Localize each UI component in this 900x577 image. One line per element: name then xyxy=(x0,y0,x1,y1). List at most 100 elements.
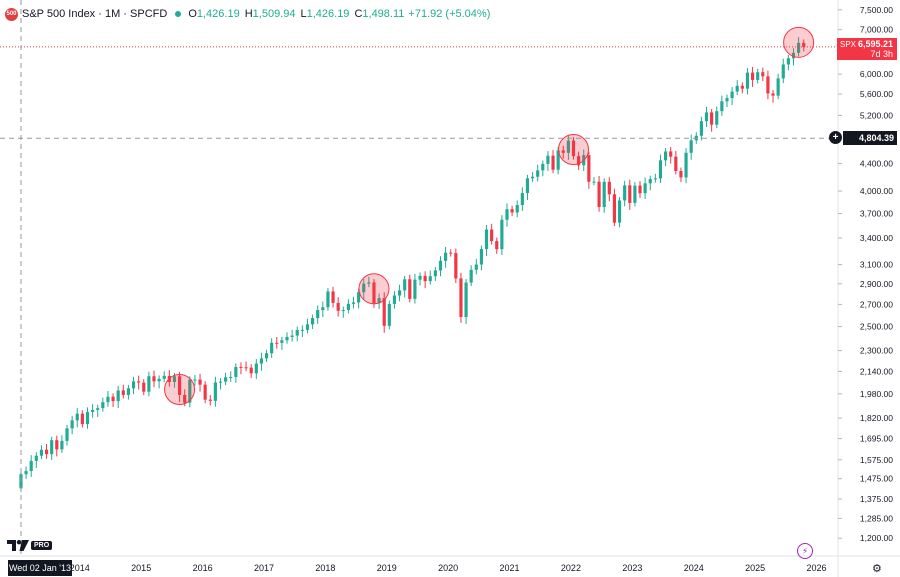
candle-body xyxy=(454,253,458,279)
y-tick-label: 4,400.00 xyxy=(860,159,893,169)
candle-body xyxy=(280,340,284,343)
candle-body xyxy=(75,413,79,421)
candle-body xyxy=(162,375,166,379)
candle-body xyxy=(438,260,443,271)
y-tick-label: 5,600.00 xyxy=(860,89,893,99)
candle-body xyxy=(771,93,775,96)
tradingview-logo-icon[interactable]: PRO xyxy=(7,539,53,551)
candle-body xyxy=(152,376,156,382)
highlight-circle xyxy=(558,134,590,166)
y-tick-label: 5,200.00 xyxy=(860,110,893,120)
candle-body xyxy=(633,185,637,203)
x-tick-label: 2021 xyxy=(500,563,520,573)
lightning-icon[interactable]: ⚡ xyxy=(797,543,813,559)
candle-body xyxy=(745,72,750,89)
candle-body xyxy=(750,72,755,80)
candle-body xyxy=(536,170,540,177)
candle-body xyxy=(725,98,729,102)
candle-body xyxy=(423,275,427,282)
highlight-circle xyxy=(358,273,390,305)
y-tick-label: 3,100.00 xyxy=(860,260,893,270)
candle-body xyxy=(106,396,110,403)
candle-body xyxy=(213,382,217,401)
candle-body xyxy=(715,111,719,125)
symbol-header[interactable]: 500 S&P 500 Index · 1M · SPCFD O 1,426.1… xyxy=(5,6,494,22)
candle-body xyxy=(551,155,555,170)
symbol-title[interactable]: S&P 500 Index · 1M · SPCFD xyxy=(22,8,168,20)
candle-body xyxy=(80,413,84,425)
price-tag-value: 6,595.21 xyxy=(857,39,893,49)
x-tick-label: 2024 xyxy=(684,563,704,573)
time-axis[interactable]: 2014 2015 2016 2017 2018 2019 2020 2021 2022 2023… xyxy=(70,563,827,573)
crosshair xyxy=(0,0,838,556)
candle-body xyxy=(91,409,95,412)
candle-body xyxy=(234,366,238,378)
y-tick-label: 7,500.00 xyxy=(860,5,893,15)
crosshair-date-label: Wed 02 Jan '13 xyxy=(8,560,72,576)
candle-body xyxy=(592,181,596,183)
candle-body xyxy=(229,377,233,379)
candle-body xyxy=(218,381,223,383)
gear-icon[interactable]: ⚙ xyxy=(872,563,882,575)
candle-body xyxy=(623,185,627,201)
candle-body xyxy=(285,336,289,341)
candle-body xyxy=(699,121,703,136)
candle-body xyxy=(239,366,243,368)
candle-body xyxy=(172,376,177,382)
candle-body xyxy=(756,72,760,80)
y-tick-label: 1,695.00 xyxy=(860,434,893,444)
candle-body xyxy=(776,78,780,96)
candle-body xyxy=(689,140,693,153)
candle-body xyxy=(541,163,545,171)
candle-body xyxy=(679,171,683,178)
candle-body xyxy=(617,200,622,223)
candle-body xyxy=(137,381,141,383)
candle-body xyxy=(510,209,514,213)
candle-body xyxy=(387,303,391,326)
candle-body xyxy=(357,292,361,303)
price-axis[interactable]: 7,500.00 7,000.00 6,000.00 5,600.00 5,200.00… xyxy=(838,5,893,543)
candle-body xyxy=(643,183,647,194)
candles xyxy=(19,37,806,492)
candle-body xyxy=(428,276,432,282)
candle-body xyxy=(34,455,38,461)
highlight-circle xyxy=(783,26,815,58)
candle-body xyxy=(198,379,202,385)
candle-body xyxy=(674,156,678,172)
candle-body xyxy=(459,278,463,317)
candle-body xyxy=(397,290,402,296)
candle-body xyxy=(311,318,315,325)
price-tag-symbol: SPX xyxy=(840,40,857,49)
y-tick-label: 7,000.00 xyxy=(860,25,893,35)
candle-body xyxy=(29,460,33,472)
x-tick-label: 2018 xyxy=(315,563,335,573)
candle-body xyxy=(362,283,366,293)
candle-body xyxy=(413,279,417,299)
add-alert-plus-icon[interactable]: + xyxy=(829,131,842,144)
candle-body xyxy=(326,291,330,308)
candle-body xyxy=(183,394,187,403)
candle-body xyxy=(331,291,335,303)
candle-body xyxy=(295,330,299,336)
candle-body xyxy=(305,324,310,330)
candle-body xyxy=(147,376,151,392)
candle-body xyxy=(628,185,632,203)
highlight-circle xyxy=(164,373,196,405)
candle-body xyxy=(561,150,565,153)
spx-logo-icon: 500 xyxy=(5,7,18,21)
y-tick-label: 1,820.00 xyxy=(860,413,893,423)
candle-body xyxy=(500,219,504,250)
pro-badge: PRO xyxy=(31,540,53,550)
y-tick-label: 3,700.00 xyxy=(860,209,893,219)
candle-body xyxy=(740,85,744,89)
candle-body xyxy=(444,252,448,261)
y-tick-label: 2,500.00 xyxy=(860,322,893,332)
y-tick-label: 2,900.00 xyxy=(860,279,893,289)
candle-body xyxy=(704,112,709,122)
candle-body xyxy=(65,428,69,441)
candle-body xyxy=(290,335,294,337)
candle-body xyxy=(664,151,668,161)
candle-body xyxy=(372,282,376,304)
candle-body xyxy=(50,440,54,455)
